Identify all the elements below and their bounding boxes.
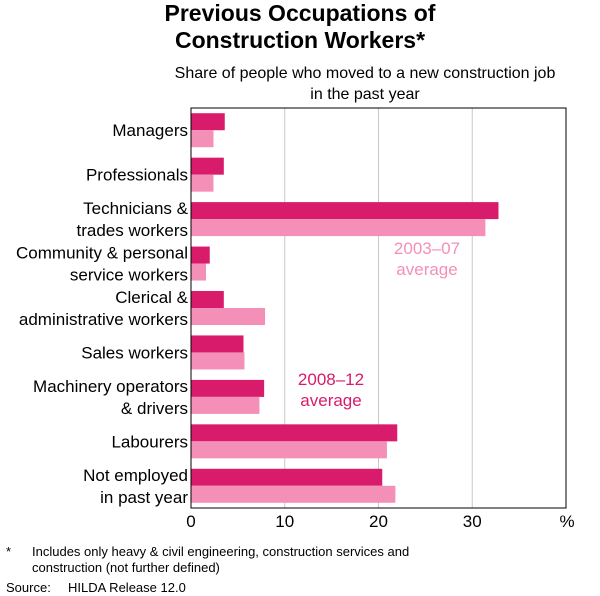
bar xyxy=(191,441,387,459)
bar xyxy=(191,485,396,503)
bar xyxy=(191,396,260,414)
category-label: Professionals xyxy=(86,166,188,185)
category-label: Technicians & trades workers xyxy=(77,199,189,240)
bar xyxy=(191,352,245,370)
chart-subtitle-line-2: in the past year xyxy=(310,86,420,103)
footnote-line-2: construction (not further defined) xyxy=(32,560,220,575)
x-unit-label: % xyxy=(559,512,574,531)
x-tick-label: 30 xyxy=(463,512,482,531)
bar xyxy=(191,424,398,442)
bar xyxy=(191,263,206,281)
x-tick-label: 20 xyxy=(369,512,388,531)
bar xyxy=(191,291,224,308)
bar xyxy=(191,335,244,353)
bar-chart: Managers Professionals Technicians & trades… xyxy=(16,107,575,531)
plot-frame xyxy=(190,107,567,509)
footnote-marker: * xyxy=(6,544,12,559)
source-text: HILDA Release 12.0 xyxy=(68,580,186,595)
source-label: Source: xyxy=(6,580,51,595)
category-label: Clerical & administrative workers xyxy=(19,288,189,329)
x-tick-label: 10 xyxy=(275,512,294,531)
series-annotation: 2003–07 average xyxy=(394,239,460,279)
bar xyxy=(191,308,266,325)
bar xyxy=(191,246,210,264)
series-annotation: 2008–12 average xyxy=(298,370,364,410)
chart-subtitle-line-1: Share of people who moved to a new const… xyxy=(174,65,556,82)
category-label: Managers xyxy=(112,121,188,140)
chart-title-line-2: Construction Workers* xyxy=(174,27,426,53)
category-label: Labourers xyxy=(111,432,188,451)
bar xyxy=(191,468,383,486)
category-label: Sales workers xyxy=(81,343,188,362)
category-label: Community & personal service workers xyxy=(16,244,188,285)
footnote-line-1: Includes only heavy & civil engineering,… xyxy=(32,544,410,559)
category-label: Not employed in past year xyxy=(83,466,188,507)
bar xyxy=(191,379,265,397)
bar xyxy=(191,157,224,175)
chart-title-line-1: Previous Occupations of xyxy=(164,0,436,26)
bar xyxy=(191,202,499,220)
bar xyxy=(191,219,486,237)
x-tick-label: 0 xyxy=(186,512,195,531)
category-label: Machinery operators & drivers xyxy=(33,377,188,418)
bar xyxy=(191,113,225,131)
bar xyxy=(191,130,214,148)
bar xyxy=(191,174,214,192)
